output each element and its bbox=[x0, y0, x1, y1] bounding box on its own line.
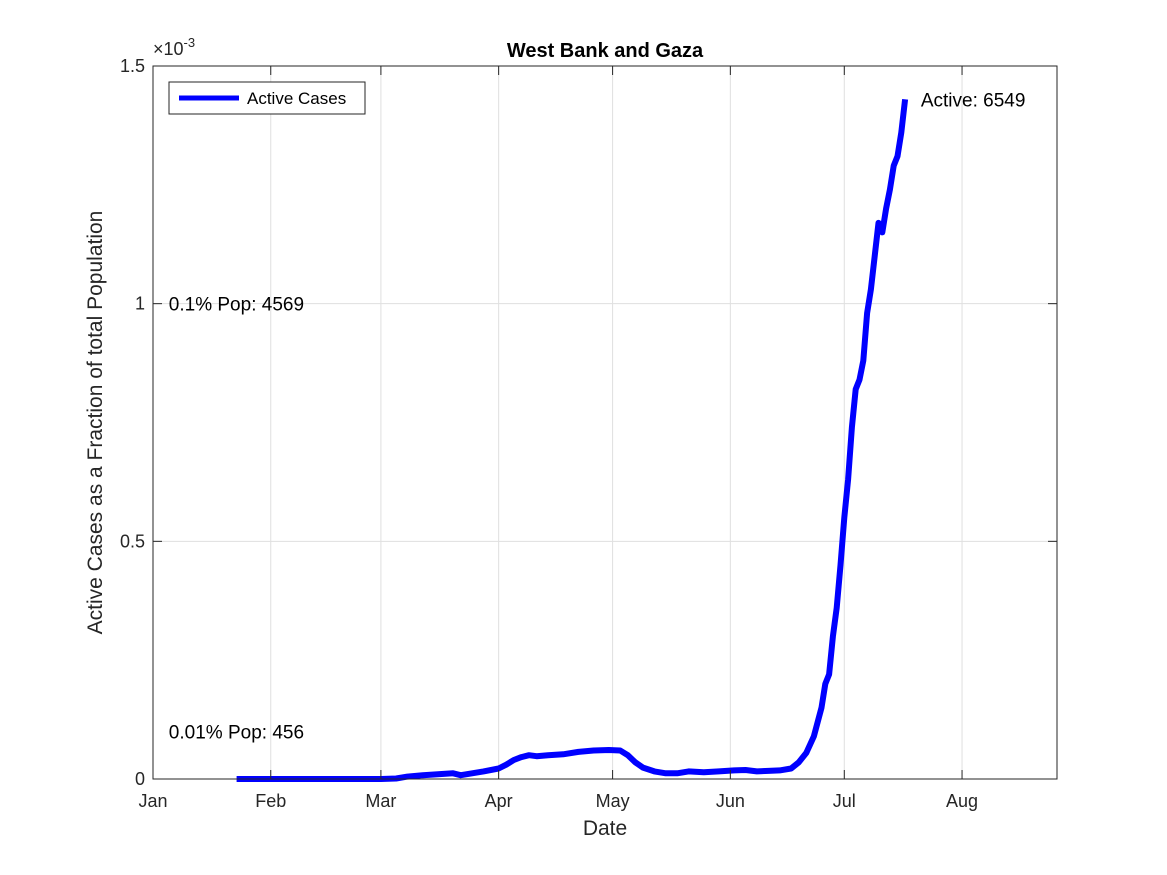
y-axis-exponent: ×10-3 bbox=[153, 35, 195, 59]
series-line-0 bbox=[236, 98, 909, 782]
y-tick-label: 1 bbox=[135, 294, 145, 314]
x-tick-label: Jul bbox=[833, 791, 856, 811]
series-layer bbox=[236, 98, 909, 782]
x-tick-label: Aug bbox=[946, 791, 978, 811]
chart-title: West Bank and Gaza bbox=[507, 40, 704, 62]
gridlines bbox=[153, 66, 1057, 779]
legend-entry-active-cases: Active Cases bbox=[247, 89, 346, 108]
y-tick-label: 0 bbox=[135, 769, 145, 789]
annotation-2: 0.01% Pop: 456 bbox=[169, 722, 304, 743]
x-tick-label: Jan bbox=[138, 791, 167, 811]
axes-box bbox=[152, 65, 1058, 780]
plot-area bbox=[153, 66, 1057, 779]
x-tick-label: Mar bbox=[365, 791, 396, 811]
axis-ticks bbox=[152, 65, 1057, 780]
y-tick-label: 1.5 bbox=[120, 56, 145, 76]
annotations: Active: 6549 0.1% Pop: 4569 0.01% Pop: 456 bbox=[169, 90, 1026, 743]
annotation-0: Active: 6549 bbox=[921, 90, 1026, 111]
x-tick-label: Feb bbox=[255, 791, 286, 811]
x-axis-label: Date bbox=[583, 817, 627, 840]
annotation-1: 0.1% Pop: 4569 bbox=[169, 295, 304, 316]
y-exponent-base: ×10 bbox=[153, 39, 184, 59]
legend: Active Cases bbox=[168, 81, 366, 115]
y-tick-label: 0.5 bbox=[120, 531, 145, 551]
y-exponent-power: -3 bbox=[184, 35, 196, 50]
x-tick-label: Apr bbox=[485, 791, 513, 811]
x-tick-label: May bbox=[596, 791, 630, 811]
tick-labels: Jan Feb Mar Apr May Jun Jul Aug 0 0.5 1 1.5 bbox=[120, 56, 978, 811]
x-tick-label: Jun bbox=[716, 791, 745, 811]
y-axis-label: Active Cases as a Fraction of total Popu… bbox=[84, 211, 107, 635]
